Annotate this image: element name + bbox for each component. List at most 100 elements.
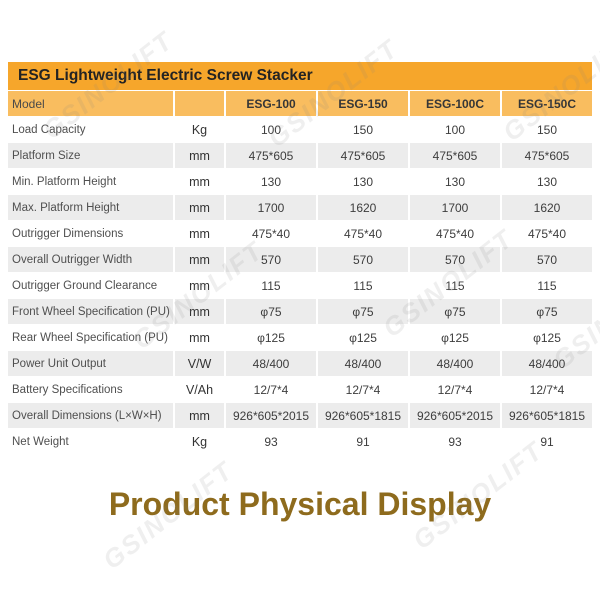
- table-row: Overall Outrigger Width mm 570 570 570 570: [8, 247, 592, 272]
- row-value: 150: [502, 117, 592, 142]
- row-unit: mm: [175, 169, 224, 194]
- row-value: 115: [318, 273, 408, 298]
- row-value: 475*40: [410, 221, 500, 246]
- row-unit: mm: [175, 325, 224, 350]
- table-row: Max. Platform Height mm 1700 1620 1700 1620: [8, 195, 592, 220]
- row-value: φ75: [502, 299, 592, 324]
- row-value: 130: [318, 169, 408, 194]
- row-unit: mm: [175, 403, 224, 428]
- spec-table: ESG Lightweight Electric Screw Stacker M…: [8, 62, 592, 454]
- row-value: 93: [226, 429, 316, 454]
- row-unit: V/Ah: [175, 377, 224, 402]
- row-value: 926*605*1815: [318, 403, 408, 428]
- model-name: ESG-150C: [502, 91, 592, 116]
- row-value: 130: [502, 169, 592, 194]
- row-value: 48/400: [410, 351, 500, 376]
- row-label: Max. Platform Height: [8, 195, 173, 220]
- row-label: Platform Size: [8, 143, 173, 168]
- row-label: Overall Outrigger Width: [8, 247, 173, 272]
- table-row: Power Unit Output V/W 48/400 48/400 48/400 48…: [8, 351, 592, 376]
- row-value: φ125: [502, 325, 592, 350]
- row-value: φ125: [410, 325, 500, 350]
- row-value: 12/7*4: [410, 377, 500, 402]
- row-label: Power Unit Output: [8, 351, 173, 376]
- row-label: Overall Dimensions (L×W×H): [8, 403, 173, 428]
- row-unit: V/W: [175, 351, 224, 376]
- table-row: Outrigger Ground Clearance mm 115 115 115 115: [8, 273, 592, 298]
- row-value: 926*605*2015: [410, 403, 500, 428]
- row-value: 93: [410, 429, 500, 454]
- table-row: Load Capacity Kg 100 150 100 150: [8, 117, 592, 142]
- row-value: 475*605: [318, 143, 408, 168]
- row-value: 1620: [502, 195, 592, 220]
- row-unit: Kg: [175, 429, 224, 454]
- row-value: 100: [410, 117, 500, 142]
- row-value: φ75: [226, 299, 316, 324]
- row-value: 475*40: [226, 221, 316, 246]
- row-value: φ125: [318, 325, 408, 350]
- spec-rows: Load Capacity Kg 100 150 100 150 Platform Size…: [8, 117, 592, 454]
- row-unit: mm: [175, 273, 224, 298]
- row-value: 150: [318, 117, 408, 142]
- row-unit: mm: [175, 195, 224, 220]
- table-title-bar: ESG Lightweight Electric Screw Stacker: [8, 62, 592, 90]
- row-value: 570: [410, 247, 500, 272]
- row-value: φ75: [318, 299, 408, 324]
- table-row: Min. Platform Height mm 130 130 130 130: [8, 169, 592, 194]
- model-header-row: Model ESG-100 ESG-150 ESG-100C ESG-150C: [8, 91, 592, 116]
- table-row: Battery Specifications V/Ah 12/7*4 12/7*4 12…: [8, 377, 592, 402]
- row-value: 475*40: [318, 221, 408, 246]
- row-value: 1700: [410, 195, 500, 220]
- row-value: 130: [410, 169, 500, 194]
- row-unit: mm: [175, 221, 224, 246]
- row-label: Battery Specifications: [8, 377, 173, 402]
- row-value: 48/400: [502, 351, 592, 376]
- row-value: 12/7*4: [502, 377, 592, 402]
- model-name: ESG-100C: [410, 91, 500, 116]
- row-value: 570: [226, 247, 316, 272]
- row-label: Outrigger Ground Clearance: [8, 273, 173, 298]
- row-value: 475*40: [502, 221, 592, 246]
- model-header-label: Model: [8, 91, 173, 116]
- row-unit: mm: [175, 247, 224, 272]
- row-value: 1700: [226, 195, 316, 220]
- row-value: 100: [226, 117, 316, 142]
- row-value: 12/7*4: [318, 377, 408, 402]
- row-value: 475*605: [226, 143, 316, 168]
- row-value: φ125: [226, 325, 316, 350]
- model-name: ESG-100: [226, 91, 316, 116]
- row-label: Min. Platform Height: [8, 169, 173, 194]
- table-row: Platform Size mm 475*605 475*605 475*605 475*…: [8, 143, 592, 168]
- row-value: 91: [502, 429, 592, 454]
- row-value: 12/7*4: [226, 377, 316, 402]
- footer-heading: Product Physical Display: [108, 486, 492, 522]
- row-unit: mm: [175, 299, 224, 324]
- row-value: 115: [410, 273, 500, 298]
- table-title: ESG Lightweight Electric Screw Stacker: [18, 67, 313, 84]
- table-row: Outrigger Dimensions mm 475*40 475*40 475*40…: [8, 221, 592, 246]
- row-value: 48/400: [226, 351, 316, 376]
- row-value: 130: [226, 169, 316, 194]
- row-label: Rear Wheel Specification (PU): [8, 325, 173, 350]
- row-value: 115: [502, 273, 592, 298]
- row-value: 926*605*2015: [226, 403, 316, 428]
- row-value: φ75: [410, 299, 500, 324]
- row-value: 91: [318, 429, 408, 454]
- row-value: 48/400: [318, 351, 408, 376]
- table-row: Front Wheel Specification (PU) mm φ75 φ75 φ7…: [8, 299, 592, 324]
- row-value: 926*605*1815: [502, 403, 592, 428]
- row-unit: Kg: [175, 117, 224, 142]
- table-row: Net Weight Kg 93 91 93 91: [8, 429, 592, 454]
- row-value: 1620: [318, 195, 408, 220]
- row-value: 570: [502, 247, 592, 272]
- row-label: Outrigger Dimensions: [8, 221, 173, 246]
- row-value: 475*605: [502, 143, 592, 168]
- row-label: Front Wheel Specification (PU): [8, 299, 173, 324]
- model-name: ESG-150: [318, 91, 408, 116]
- row-value: 115: [226, 273, 316, 298]
- row-unit: mm: [175, 143, 224, 168]
- table-row: Overall Dimensions (L×W×H) mm 926*605*2015…: [8, 403, 592, 428]
- row-label: Net Weight: [8, 429, 173, 454]
- row-value: 475*605: [410, 143, 500, 168]
